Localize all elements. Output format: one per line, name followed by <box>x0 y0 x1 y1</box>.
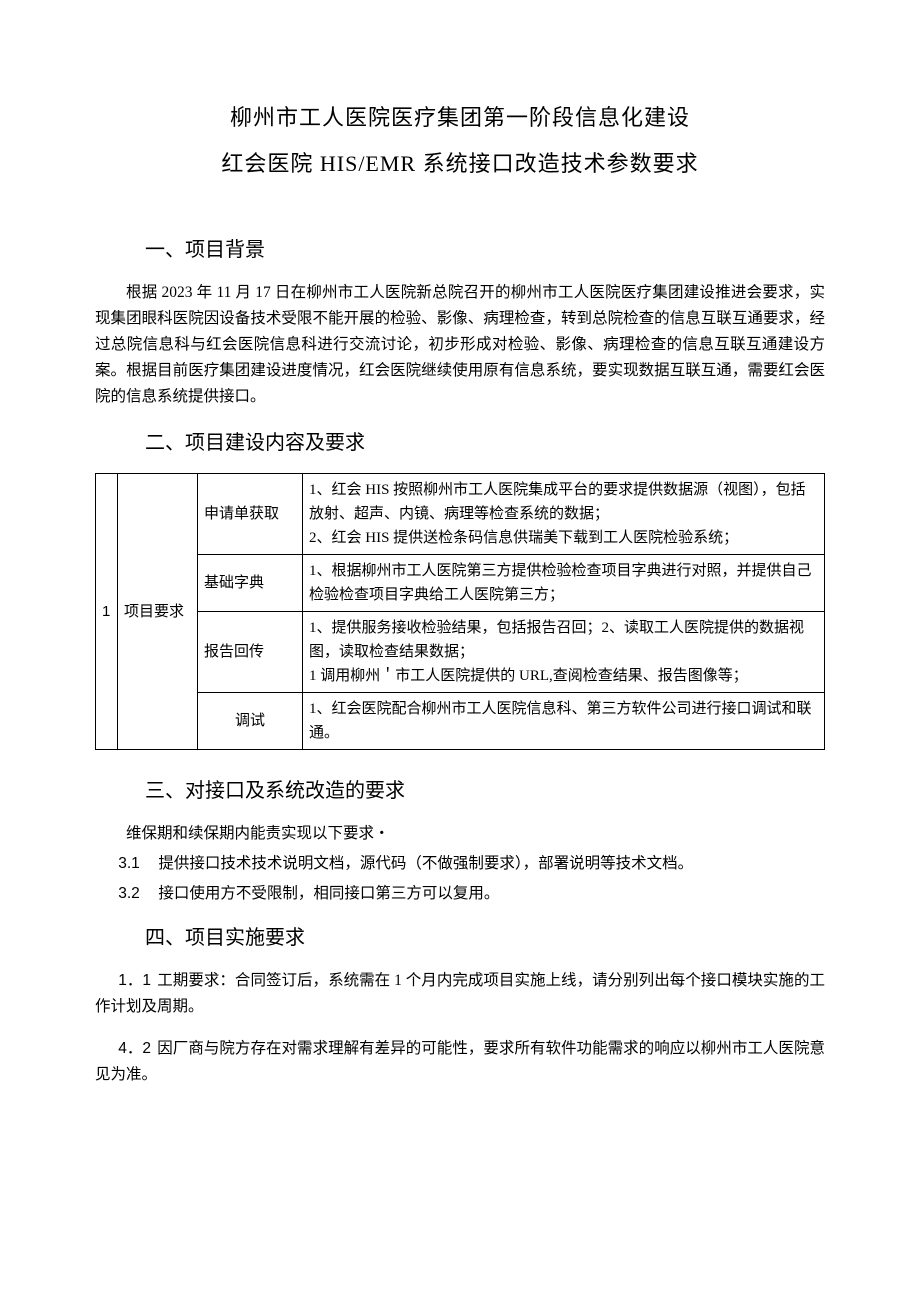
item-number: 4．2 <box>118 1040 151 1057</box>
table-cell-desc: 1、根据柳州市工人医院第三方提供检验检查项目字典进行对照，并提供自己检验检查项目… <box>303 555 825 612</box>
section1-body: 根据 2023 年 11 月 17 日在柳州市工人医院新总院召开的柳州市工人医院… <box>95 280 825 410</box>
section3-item: 3.2 接口使用方不受限制，相同接口第三方可以复用。 <box>95 881 825 907</box>
table-cell-index: 1 <box>96 474 118 750</box>
table-cell-sub: 申请单获取 <box>198 474 303 555</box>
section3-heading: 三、对接口及系统改造的要求 <box>145 774 825 803</box>
item-text: 接口使用方不受限制，相同接口第三方可以复用。 <box>158 885 499 902</box>
section4-item: 4．2因厂商与院方存在对需求理解有差异的可能性，要求所有软件功能需求的响应以柳州… <box>95 1036 825 1088</box>
requirements-table: 1 项目要求 申请单获取 1、红会 HIS 按照柳州市工人医院集成平台的要求提供… <box>95 473 825 750</box>
doc-title-line1: 柳州市工人医院医疗集团第一阶段信息化建设 <box>95 100 825 132</box>
table-cell-sub: 调试 <box>198 693 303 750</box>
table-row: 1 项目要求 申请单获取 1、红会 HIS 按照柳州市工人医院集成平台的要求提供… <box>96 474 825 555</box>
table-cell-sub: 报告回传 <box>198 612 303 693</box>
section4-heading: 四、项目实施要求 <box>145 921 825 950</box>
section1-heading: 一、项目背景 <box>145 233 825 262</box>
table-row: 基础字典 1、根据柳州市工人医院第三方提供检验检查项目字典进行对照，并提供自己检… <box>96 555 825 612</box>
table-cell-desc: 1、红会医院配合柳州市工人医院信息科、第三方软件公司进行接口调试和联通。 <box>303 693 825 750</box>
item-text: 提供接口技术技术说明文档，源代码（不做强制要求），部署说明等技术文档。 <box>158 855 693 872</box>
section4-item: 1．1工期要求：合同签订后，系统需在 1 个月内完成项目实施上线，请分别列出每个… <box>95 968 825 1020</box>
section2-heading: 二、项目建设内容及要求 <box>145 426 825 455</box>
table-cell-sub: 基础字典 <box>198 555 303 612</box>
table-row: 报告回传 1、提供服务接收检验结果，包括报告召回；2、读取工人医院提供的数据视图… <box>96 612 825 693</box>
doc-title-line2: 红会医院 HIS/EMR 系统接口改造技术参数要求 <box>95 146 825 178</box>
item-number: 3.2 <box>118 885 140 902</box>
item-text: 工期要求：合同签订后，系统需在 1 个月内完成项目实施上线，请分别列出每个接口模… <box>95 972 825 1015</box>
table-cell-desc: 1、提供服务接收检验结果，包括报告召回；2、读取工人医院提供的数据视图，读取检查… <box>303 612 825 693</box>
item-number: 3.1 <box>118 855 140 872</box>
table-cell-desc: 1、红会 HIS 按照柳州市工人医院集成平台的要求提供数据源（视图），包括放射、… <box>303 474 825 555</box>
section3-intro: 维保期和续保期内能责实现以下要求・ <box>95 821 825 847</box>
table-row: 调试 1、红会医院配合柳州市工人医院信息科、第三方软件公司进行接口调试和联通。 <box>96 693 825 750</box>
item-text: 因厂商与院方存在对需求理解有差异的可能性，要求所有软件功能需求的响应以柳州市工人… <box>95 1040 825 1083</box>
section3-item: 3.1 提供接口技术技术说明文档，源代码（不做强制要求），部署说明等技术文档。 <box>95 851 825 877</box>
item-number: 1．1 <box>118 972 151 989</box>
table-cell-category: 项目要求 <box>118 474 198 750</box>
